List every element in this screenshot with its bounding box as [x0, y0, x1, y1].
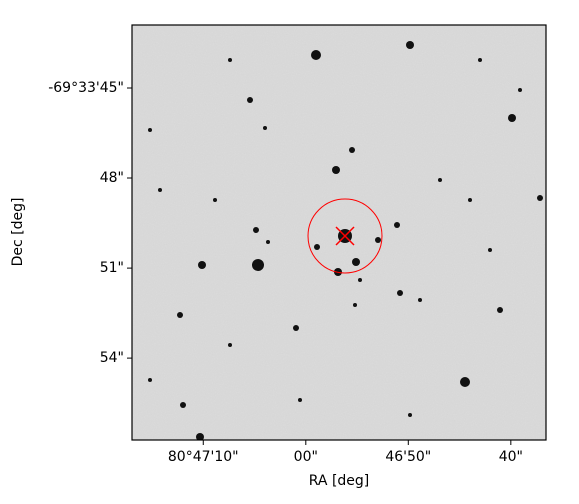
star [468, 198, 472, 202]
x-tick-label: 80°47'10" [168, 449, 239, 465]
star [228, 58, 232, 62]
star [358, 278, 362, 282]
star [418, 298, 422, 302]
x-axis-label: RA [deg] [309, 473, 370, 489]
star [394, 222, 400, 228]
star [460, 377, 470, 387]
star [518, 88, 522, 92]
x-tick-label: 40" [499, 449, 523, 465]
star [263, 126, 267, 130]
star [332, 166, 340, 174]
y-axis-label: Dec [deg] [10, 198, 26, 267]
star [408, 413, 412, 417]
star [158, 188, 162, 192]
star [497, 307, 503, 313]
star [353, 303, 357, 307]
star [198, 261, 206, 269]
y-tick-label: 51" [100, 260, 124, 276]
y-tick-label: 54" [100, 350, 124, 366]
star [406, 41, 414, 49]
star [349, 147, 355, 153]
y-tick-label: 48" [100, 170, 124, 186]
star [478, 58, 482, 62]
star [253, 227, 259, 233]
y-tick-label: -69°33'45" [48, 80, 124, 96]
star [266, 240, 270, 244]
star [397, 290, 403, 296]
target-cross [335, 226, 355, 246]
star [438, 178, 442, 182]
star [196, 433, 204, 440]
star [228, 343, 232, 347]
star [314, 244, 320, 250]
plot-frame [131, 24, 547, 441]
star [537, 195, 543, 201]
star [148, 128, 152, 132]
star [247, 97, 253, 103]
x-tick-label: 00" [294, 449, 318, 465]
star [352, 258, 360, 266]
target-circle [307, 198, 383, 274]
star [213, 198, 217, 202]
x-tick-label: 46'50" [385, 449, 431, 465]
star [180, 402, 186, 408]
star [375, 237, 381, 243]
star [148, 378, 152, 382]
star [488, 248, 492, 252]
star [508, 114, 516, 122]
star [311, 50, 321, 60]
star [298, 398, 302, 402]
star [293, 325, 299, 331]
star [177, 312, 183, 318]
target-marker [307, 198, 383, 274]
star [252, 259, 264, 271]
